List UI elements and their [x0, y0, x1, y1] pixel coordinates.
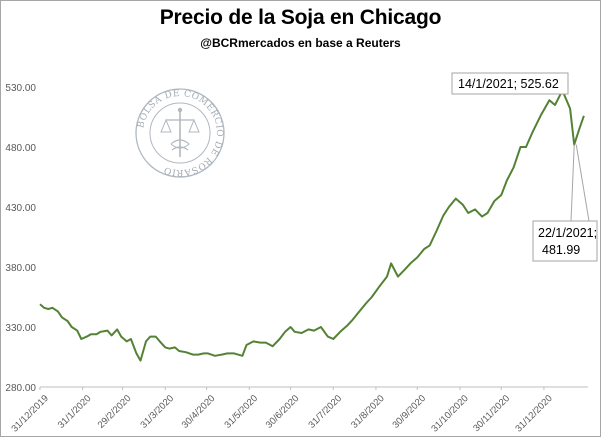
- chart-subtitle: @BCRmercados en base a Reuters: [200, 36, 401, 50]
- callout-label-last-value: 481.99: [542, 243, 580, 257]
- y-tick-label: 280.00: [5, 383, 36, 394]
- x-tick-label: 31/8/2020: [349, 393, 387, 431]
- y-tick-label: 330.00: [5, 323, 36, 334]
- x-tick-label: 31/12/2020: [513, 393, 554, 434]
- x-tick-label: 30/11/2020: [471, 393, 512, 434]
- x-tick-label: 31/7/2020: [306, 393, 344, 431]
- callout-leader-line: [575, 144, 590, 222]
- y-tick-label: 480.00: [5, 143, 36, 154]
- callout-leader-line: [570, 144, 575, 222]
- x-tick-label: 31/5/2020: [222, 393, 260, 431]
- y-tick-label: 530.00: [5, 83, 36, 94]
- y-tick-label: 380.00: [5, 263, 36, 274]
- series-line: [39, 91, 585, 362]
- callout-label-last-date: 22/1/2021;: [538, 226, 597, 240]
- y-tick-label: 430.00: [5, 203, 36, 214]
- x-tick-label: 30/4/2020: [180, 393, 218, 431]
- x-tick-label: 31/1/2020: [56, 393, 94, 431]
- x-tick-label: 31/3/2020: [138, 393, 176, 431]
- x-tick-label: 30/9/2020: [390, 393, 428, 431]
- callout-box-last: [532, 220, 598, 262]
- callout-box-max: [451, 72, 569, 95]
- x-tick-label: 30/6/2020: [264, 393, 302, 431]
- x-tick-label: 29/2/2020: [96, 393, 134, 431]
- chart-title: Precio de la Soja en Chicago: [159, 6, 442, 29]
- bcr-logo-icon: BOLSA DE COMERCIO DE ROSARIO: [135, 88, 225, 178]
- callout-label-max: 14/1/2021; 525.62: [458, 77, 559, 91]
- x-tick-label: 31/10/2020: [429, 393, 470, 434]
- x-tick-label: 31/12/2019: [9, 393, 50, 434]
